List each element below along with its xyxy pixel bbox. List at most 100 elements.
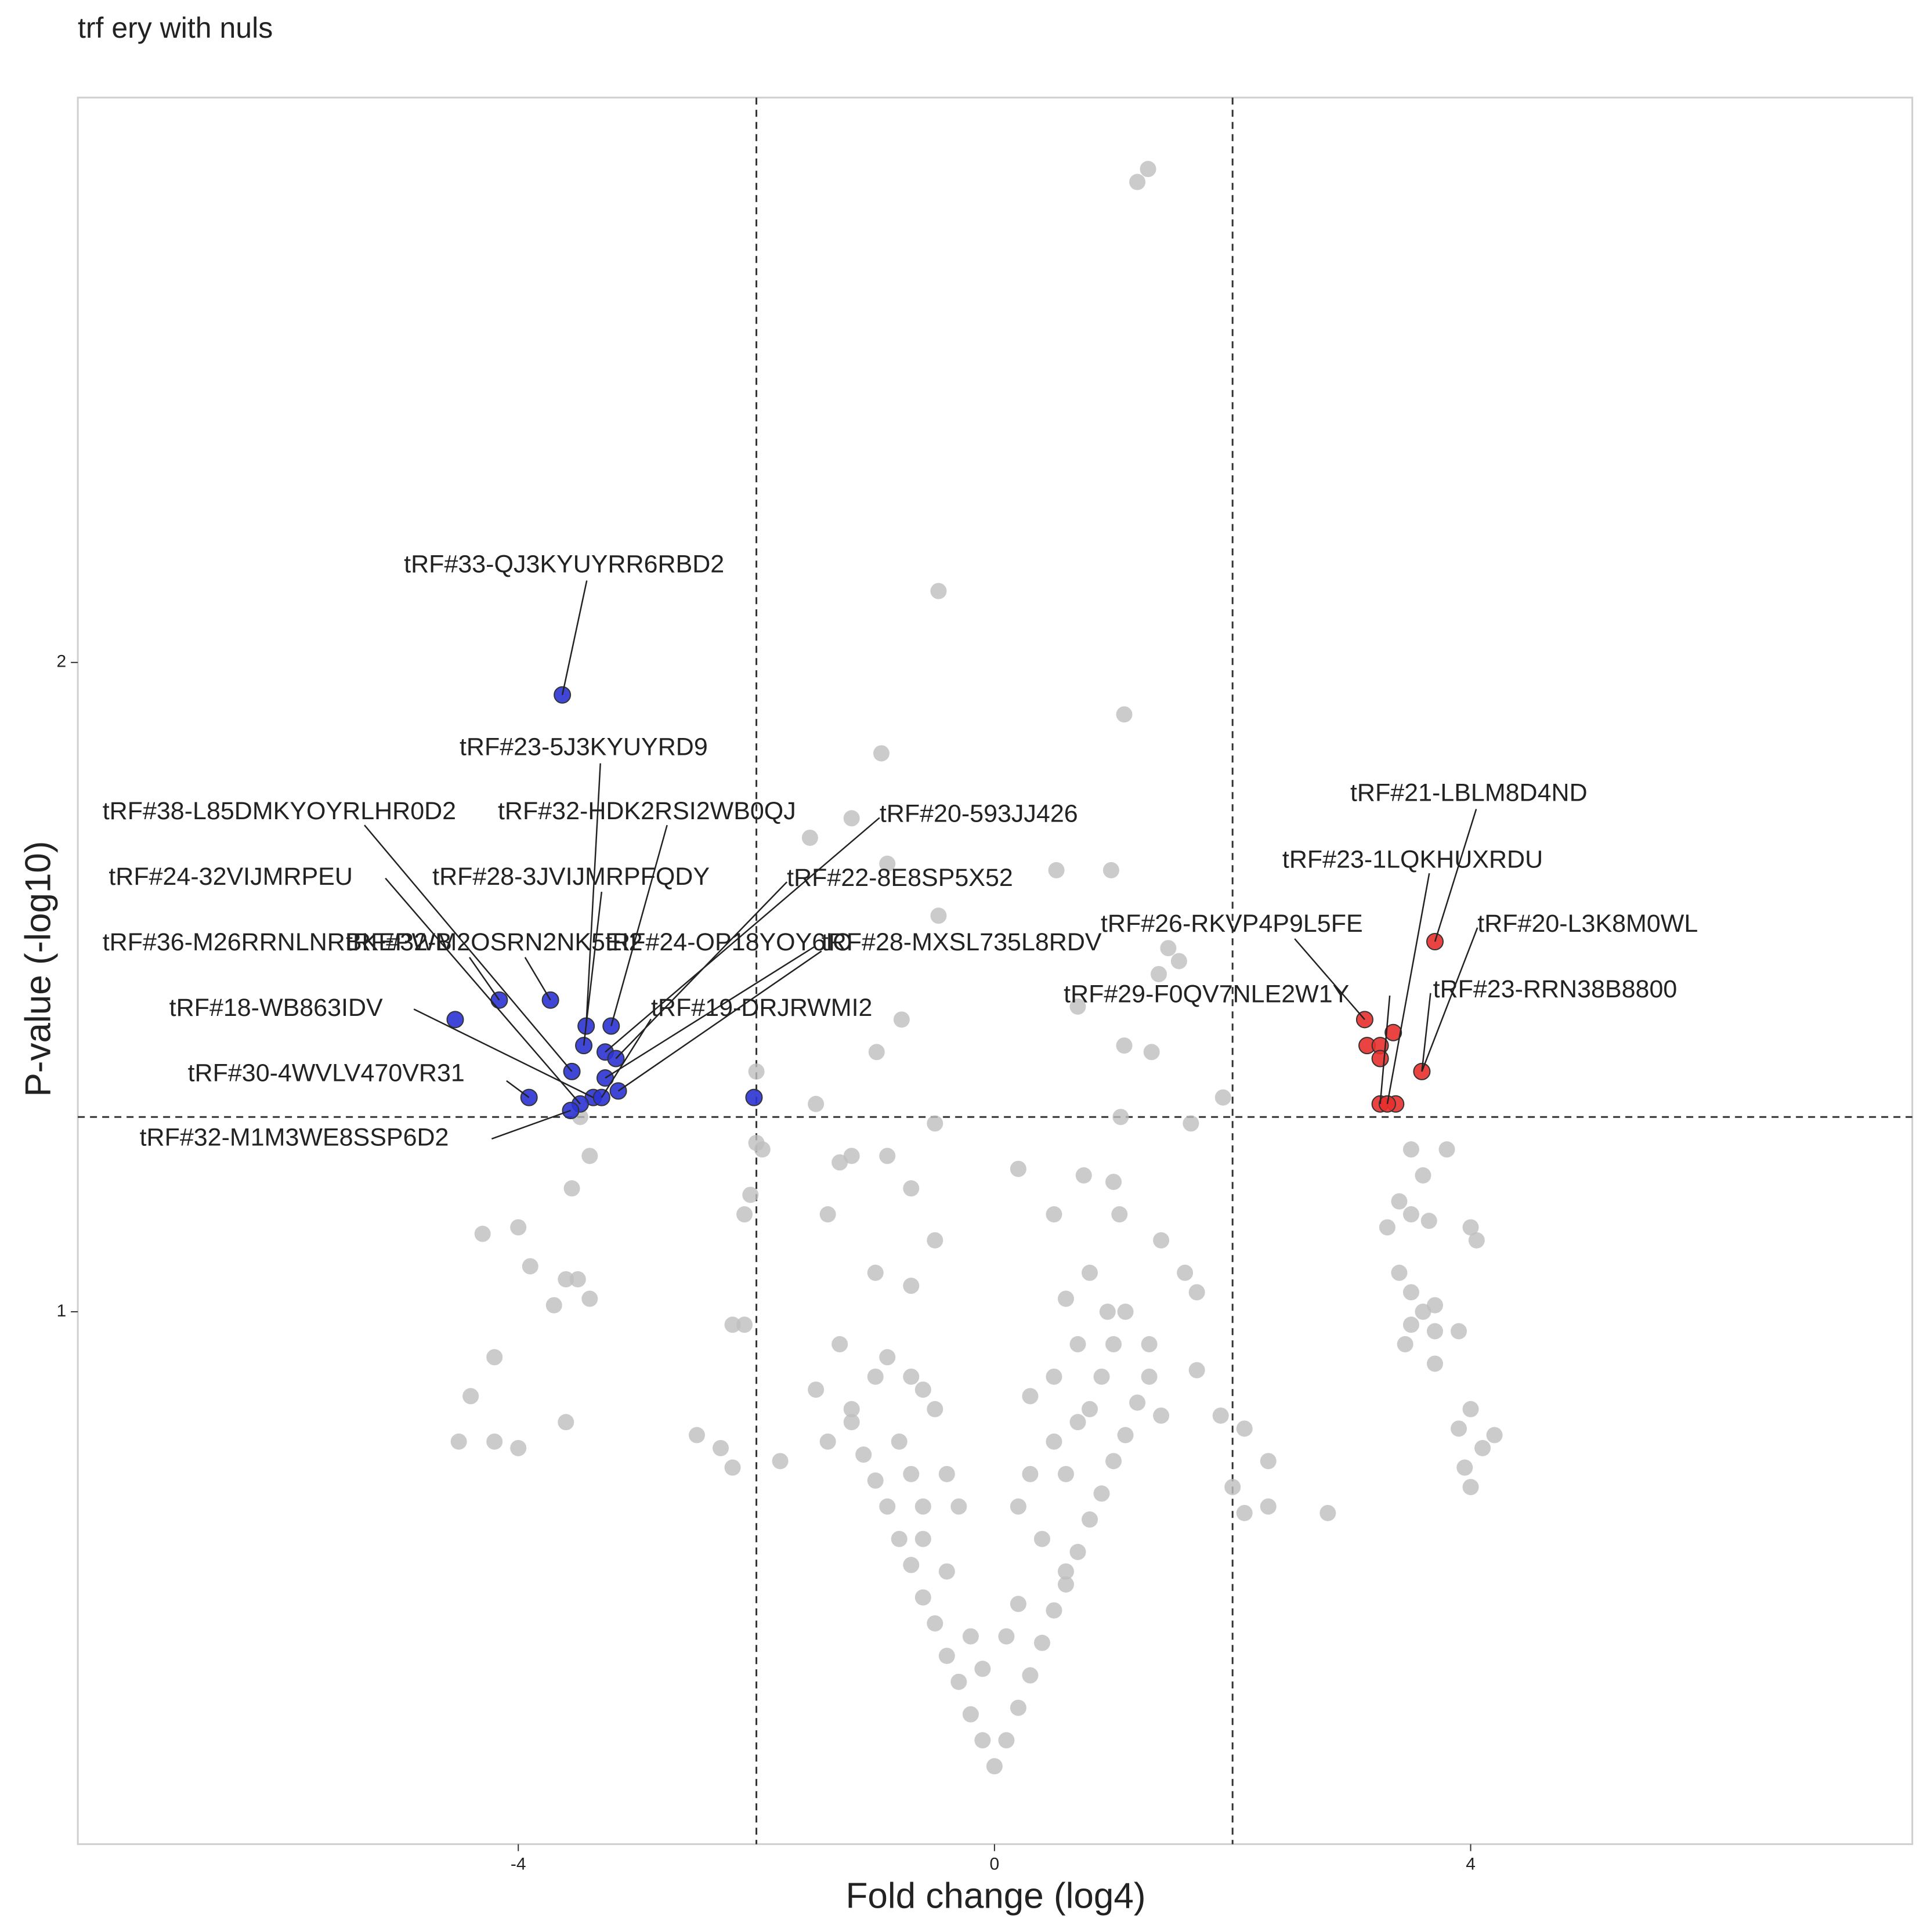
point — [510, 1219, 527, 1236]
point — [1170, 953, 1187, 969]
point — [843, 1414, 860, 1431]
point — [879, 1498, 896, 1515]
point — [1260, 1498, 1277, 1515]
point — [1116, 1037, 1133, 1054]
point — [1391, 1193, 1408, 1210]
point — [843, 1148, 860, 1164]
point — [903, 1368, 920, 1385]
annotation: tRF#29-F0QV7NLE2W1Y — [1064, 980, 1349, 1008]
point — [1451, 1420, 1467, 1437]
leader-line — [615, 881, 788, 1059]
annotation: tRF#20-593JJ426 — [880, 799, 1078, 827]
leader-line — [364, 824, 573, 1072]
point — [930, 907, 947, 924]
point — [843, 1401, 860, 1417]
point — [1141, 1336, 1158, 1352]
annotation: tRF#38-L85DMKYOYRLHR0D2 — [103, 797, 456, 825]
point — [713, 1439, 729, 1456]
point — [754, 1141, 771, 1158]
point — [1224, 1479, 1241, 1496]
leader-line — [617, 950, 822, 1092]
point — [1046, 1602, 1062, 1619]
point — [1462, 1479, 1479, 1496]
point — [1153, 1232, 1170, 1249]
point — [914, 1498, 931, 1515]
leader-line — [585, 763, 601, 1026]
point — [893, 1011, 910, 1028]
point — [1451, 1323, 1467, 1340]
point — [1177, 1264, 1194, 1281]
point — [914, 1589, 931, 1606]
point — [1046, 1433, 1062, 1450]
point — [903, 1466, 920, 1482]
point — [1057, 1290, 1074, 1307]
annotation: tRF#24-OP18YOY6IO — [605, 928, 852, 956]
point — [903, 1180, 920, 1197]
annotation: tRF#32-M2OSRN2NK5EI2 — [346, 928, 642, 956]
annotation: tRF#22-8E8SP5X52 — [787, 864, 1013, 892]
point — [808, 1095, 825, 1112]
point — [462, 1388, 479, 1405]
point — [1468, 1232, 1485, 1249]
point — [1462, 1401, 1479, 1417]
point — [1160, 940, 1177, 957]
point — [986, 1758, 1003, 1775]
point — [867, 1264, 884, 1281]
point — [558, 1271, 574, 1287]
point — [927, 1401, 943, 1417]
point — [962, 1706, 979, 1723]
point — [1260, 1453, 1277, 1470]
point — [1402, 1284, 1419, 1301]
point — [1183, 1115, 1199, 1132]
y-tick-label: 2 — [56, 652, 66, 671]
point — [938, 1466, 955, 1482]
annotation: tRF#21-LBLM8D4ND — [1350, 779, 1588, 806]
point — [903, 1557, 920, 1573]
annotation: tRF#23-1LQKHUXRDU — [1282, 845, 1543, 873]
point — [867, 1472, 884, 1489]
leader-line — [524, 957, 551, 1001]
point — [724, 1316, 741, 1333]
point — [1143, 1044, 1160, 1061]
point — [873, 745, 890, 762]
point — [1082, 1401, 1098, 1417]
point — [1462, 1219, 1479, 1236]
point — [688, 1427, 705, 1443]
annotation: tRF#19-DRJRWMI2 — [651, 994, 872, 1022]
point — [974, 1732, 991, 1749]
point — [914, 1531, 931, 1547]
point — [974, 1660, 991, 1677]
plot-border — [77, 96, 1914, 1846]
point — [1057, 1563, 1074, 1580]
point — [1212, 1407, 1229, 1424]
point — [1438, 1141, 1455, 1158]
point — [1082, 1511, 1098, 1528]
point — [1129, 173, 1146, 190]
point — [558, 1414, 574, 1431]
point — [563, 1180, 580, 1197]
point — [1010, 1498, 1026, 1515]
x-tick-label: 0 — [990, 1855, 1000, 1874]
chart-title: trf ery with nuls — [78, 12, 273, 44]
point — [1010, 1699, 1026, 1716]
point — [474, 1225, 491, 1242]
annotation: tRF#18-WB863IDV — [169, 994, 383, 1022]
leader-line — [1421, 993, 1431, 1072]
point — [1105, 1336, 1122, 1352]
point — [545, 1297, 562, 1314]
leader-line — [468, 957, 500, 1001]
point — [1188, 1284, 1205, 1301]
leader-line — [1386, 873, 1430, 1105]
point — [914, 1381, 931, 1398]
point — [938, 1563, 955, 1580]
point-group — [1355, 933, 1444, 1113]
y-tick-label: 1 — [56, 1301, 66, 1320]
point — [868, 1044, 885, 1061]
point — [1151, 965, 1167, 982]
point — [1048, 862, 1065, 878]
point — [1112, 1109, 1129, 1126]
point — [1117, 1303, 1134, 1320]
point — [998, 1732, 1015, 1749]
point — [1415, 1167, 1431, 1184]
point — [927, 1615, 943, 1632]
